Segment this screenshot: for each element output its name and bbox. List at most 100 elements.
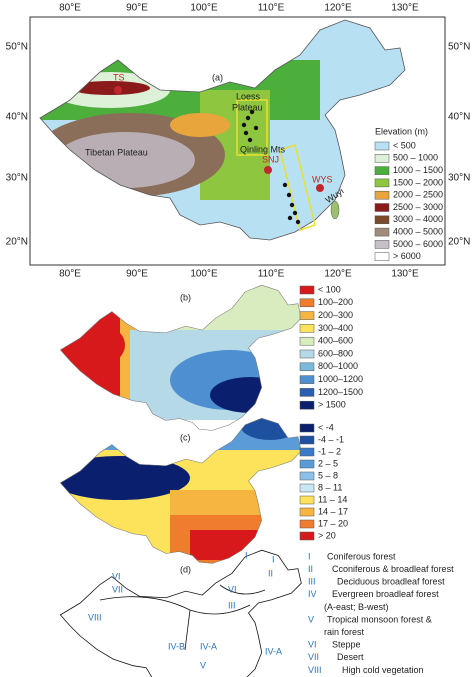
region-label: IV-B [168, 641, 185, 651]
precipitation-map [60, 285, 302, 420]
legend-swatch [299, 483, 315, 493]
legend-label: 1000–1200 [318, 374, 363, 384]
legend-swatch [374, 227, 390, 237]
region-label: IV-A [265, 646, 282, 656]
legend-label: 3000 – 4000 [393, 214, 443, 224]
legend-label: 1200–1500 [318, 387, 363, 397]
legend-swatch [299, 471, 315, 481]
place-label: WYS [312, 174, 333, 184]
legend-swatch [374, 203, 390, 212]
lon-label: 130°E [391, 3, 419, 14]
legend: < -4 -4 – -1 -1 – 2 2 – 5 5 – 8 8 – 11 11 – 14… [299, 422, 348, 541]
panel-label: (b) [180, 292, 191, 302]
place-label: Tibetan Plateau [85, 147, 148, 157]
legend-swatch [299, 507, 315, 517]
legend: I Coniferous forest II Cconiferous & broadl… [308, 551, 454, 674]
place-label: SNJ [262, 154, 279, 164]
legend-swatch [299, 285, 315, 295]
legend-swatch [299, 388, 315, 397]
legend-label: 14 – 17 [318, 506, 348, 516]
legend-swatch [299, 495, 315, 505]
lon-label: 110°E [258, 3, 285, 14]
lon-label: 100°E [190, 269, 218, 280]
region-label: II [268, 568, 273, 578]
lat-label: 50°N [448, 42, 470, 53]
legend-swatch [299, 435, 315, 445]
legend-label: Coniferous forest [327, 551, 396, 561]
place-label: Qinling Mts [240, 144, 286, 154]
legend-label: 400–600 [318, 336, 353, 346]
legend-label: > 6000 [393, 251, 421, 261]
legend-swatch [374, 178, 390, 188]
legend: < 100 100–200 200–300 300–400 400–600 600–800… [299, 284, 363, 410]
legend-label: Desert [337, 652, 364, 662]
legend-label: 11 – 14 [318, 494, 347, 504]
legend-label: Cconiferous & broadleaf forest [332, 564, 454, 574]
legend-swatch [299, 447, 315, 457]
legend-numeral: VIII [308, 665, 322, 675]
legend-swatch [299, 400, 315, 410]
legend-label: (A-east; B-west) [324, 602, 389, 612]
legend: < 500 500 – 1000 1000 – 1500 1500 – 2000 200… [374, 140, 443, 261]
legend-swatch [374, 190, 390, 200]
legend-label: 300–400 [318, 323, 353, 333]
legend-label: 1500 – 2000 [393, 177, 443, 187]
lon-label: 110°E [258, 269, 285, 280]
region-label: VIII [88, 612, 102, 622]
lon-label: 90°E [126, 3, 148, 14]
region-label: I [245, 550, 248, 560]
legend-label: rain forest [324, 627, 365, 637]
legend-label: Tropical monsoon forest & [327, 614, 432, 624]
region-label: III [228, 600, 236, 610]
legend-numeral: VII [308, 652, 319, 662]
legend-swatch [374, 240, 390, 249]
legend-label: 5000 – 6000 [393, 239, 443, 249]
legend-label: 100–200 [318, 297, 353, 307]
legend-numeral: III [308, 577, 316, 587]
legend-swatch [299, 423, 315, 433]
lon-label: 120°E [324, 3, 352, 14]
legend-swatch [299, 531, 315, 541]
lon-label: 80°E [59, 3, 81, 14]
lon-label: 100°E [190, 3, 218, 14]
legend-label: High cold vegetation [342, 665, 424, 675]
lon-label: 90°E [126, 269, 148, 280]
lat-label: 20°N [6, 237, 28, 248]
legend-label: < 500 [393, 140, 416, 150]
place-label: Plateau [232, 102, 263, 112]
place-label: Loess [236, 91, 261, 101]
legend-label: 4000 – 5000 [393, 226, 443, 236]
legend-numeral: IV [308, 589, 317, 599]
legend-label: 2000 – 2500 [393, 190, 443, 200]
lon-label: 80°E [59, 269, 81, 280]
legend-swatch [299, 336, 315, 346]
legend-label: 8 – 11 [318, 482, 342, 492]
panel-label: (d) [180, 564, 191, 574]
legend-swatch [374, 141, 390, 151]
legend-numeral: V [308, 614, 314, 624]
lat-label: 30°N [6, 173, 28, 184]
legend-label: 600–800 [318, 348, 353, 358]
legend-label: 1000 – 1500 [393, 165, 443, 175]
lat-label: 40°N [6, 112, 28, 123]
region-label: IV-A [200, 641, 217, 651]
legend-label: 2500 – 3000 [393, 202, 443, 212]
legend-label: Steppe [332, 640, 361, 650]
lon-label: 120°E [324, 269, 352, 280]
region-label: VI [112, 571, 121, 581]
legend-swatch [299, 324, 315, 333]
legend-label: 500 – 1000 [393, 153, 438, 163]
legend-label: 5 – 8 [318, 470, 338, 480]
region-label: V [200, 660, 206, 670]
legend-label: Deciduous broadleaf forest [337, 577, 445, 587]
legend-swatch [299, 362, 315, 372]
panel-label: (a) [212, 72, 223, 82]
legend-label: Evergreen broadleaf forest [332, 589, 439, 599]
legend-numeral: VI [308, 640, 317, 650]
legend-numeral: II [308, 564, 313, 574]
legend-swatch [299, 375, 315, 384]
lat-label: 30°N [448, 173, 470, 184]
legend-swatch [374, 252, 390, 261]
